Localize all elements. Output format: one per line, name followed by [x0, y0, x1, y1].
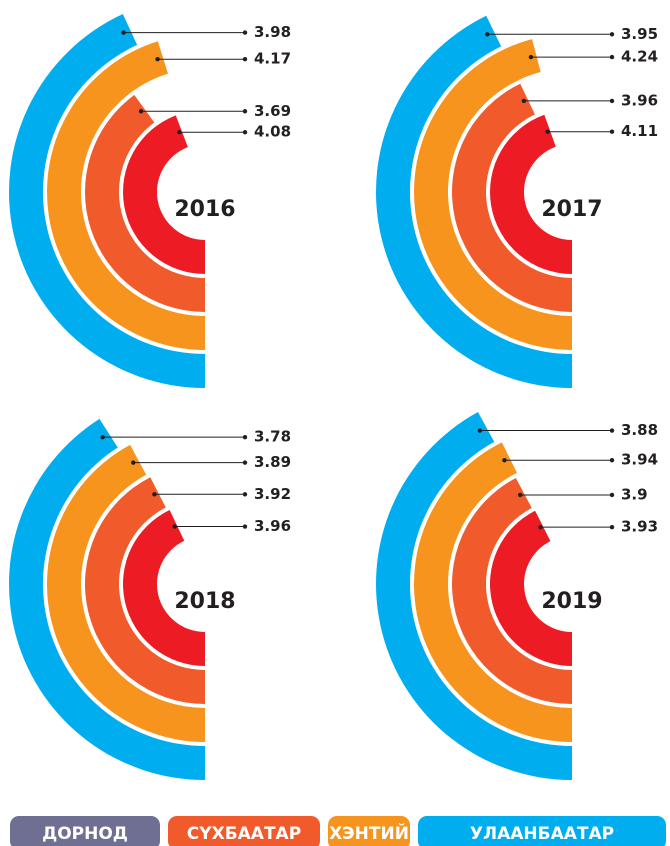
ring-bar: [489, 510, 572, 666]
value-label: 3.94: [621, 451, 658, 469]
ring-bar: [452, 477, 572, 704]
leader-dot: [242, 57, 248, 62]
leader-dot: [242, 524, 248, 529]
value-label: 4.11: [621, 122, 658, 140]
legend-pill: [168, 816, 320, 846]
ring-bar: [46, 41, 205, 350]
ring-bar: [84, 95, 205, 313]
year-label: 2018: [174, 589, 235, 614]
leader-dot: [502, 458, 507, 463]
leader-dot: [521, 98, 527, 104]
legend-label: ХЭНТИЙ: [329, 822, 409, 844]
legend-pill: [418, 816, 666, 846]
leader-dot: [100, 434, 105, 440]
legend-pill: [10, 816, 160, 846]
ring-bar: [85, 477, 205, 704]
leader-dot: [609, 98, 615, 104]
leader-dot: [528, 54, 534, 60]
leader-dot: [131, 460, 136, 465]
ring-bar: [9, 14, 205, 388]
leader-dot: [242, 434, 248, 440]
leader-dot: [609, 129, 615, 134]
leader-dot: [242, 130, 248, 135]
legend-label: УЛААНБААТАР: [470, 824, 614, 844]
value-label: 3.92: [254, 485, 291, 503]
value-label: 4.24: [621, 48, 658, 66]
ring-bar: [489, 114, 572, 275]
leader-dot: [242, 492, 248, 497]
leader-dot: [609, 524, 615, 530]
leader-dot: [177, 130, 182, 135]
value-label: 3.96: [254, 517, 291, 535]
value-label: 3.98: [254, 23, 291, 41]
value-label: 3.9: [621, 485, 648, 503]
leader-dot: [609, 32, 615, 37]
legend-label: ДОРНОД: [42, 824, 128, 844]
ring-bar: [8, 418, 205, 780]
ring-bar: [451, 83, 572, 313]
year-label: 2019: [541, 589, 602, 614]
legend-label: СҮХБААТАР: [187, 824, 301, 844]
value-label: 4.08: [254, 123, 291, 141]
value-label: 3.95: [621, 25, 658, 43]
ring-bar: [414, 442, 572, 742]
value-label: 3.93: [621, 518, 658, 536]
value-label: 3.69: [254, 102, 291, 120]
year-label: 2017: [541, 197, 602, 222]
leader-dot: [518, 492, 523, 498]
leader-dot: [609, 54, 615, 60]
leader-dot: [155, 57, 160, 62]
leader-dot: [152, 492, 157, 497]
leader-dot: [172, 524, 177, 529]
leader-dot: [138, 109, 144, 114]
value-label: 3.89: [254, 453, 291, 471]
ring-bar: [376, 15, 572, 389]
leader-dot: [242, 30, 248, 35]
leader-dot: [609, 458, 615, 463]
value-label: 3.88: [621, 421, 658, 439]
leader-dot: [538, 524, 543, 530]
leader-dot: [609, 492, 615, 498]
value-label: 3.78: [254, 428, 291, 446]
ring-bar: [375, 412, 572, 780]
leader-dot: [545, 129, 550, 134]
ring-bar: [413, 39, 572, 350]
value-label: 3.96: [621, 91, 658, 109]
leader-dot: [242, 460, 248, 465]
ring-bar: [46, 444, 205, 742]
ring-bar: [122, 510, 205, 666]
leader-dot: [485, 32, 490, 37]
legend-pill: [328, 816, 410, 846]
value-label: 4.17: [254, 50, 291, 68]
leader-dot: [477, 428, 483, 433]
year-label: 2016: [174, 197, 235, 222]
ring-bar: [123, 115, 205, 274]
leader-dot: [242, 109, 248, 114]
leader-dot: [609, 428, 615, 433]
leader-dot: [121, 30, 126, 35]
